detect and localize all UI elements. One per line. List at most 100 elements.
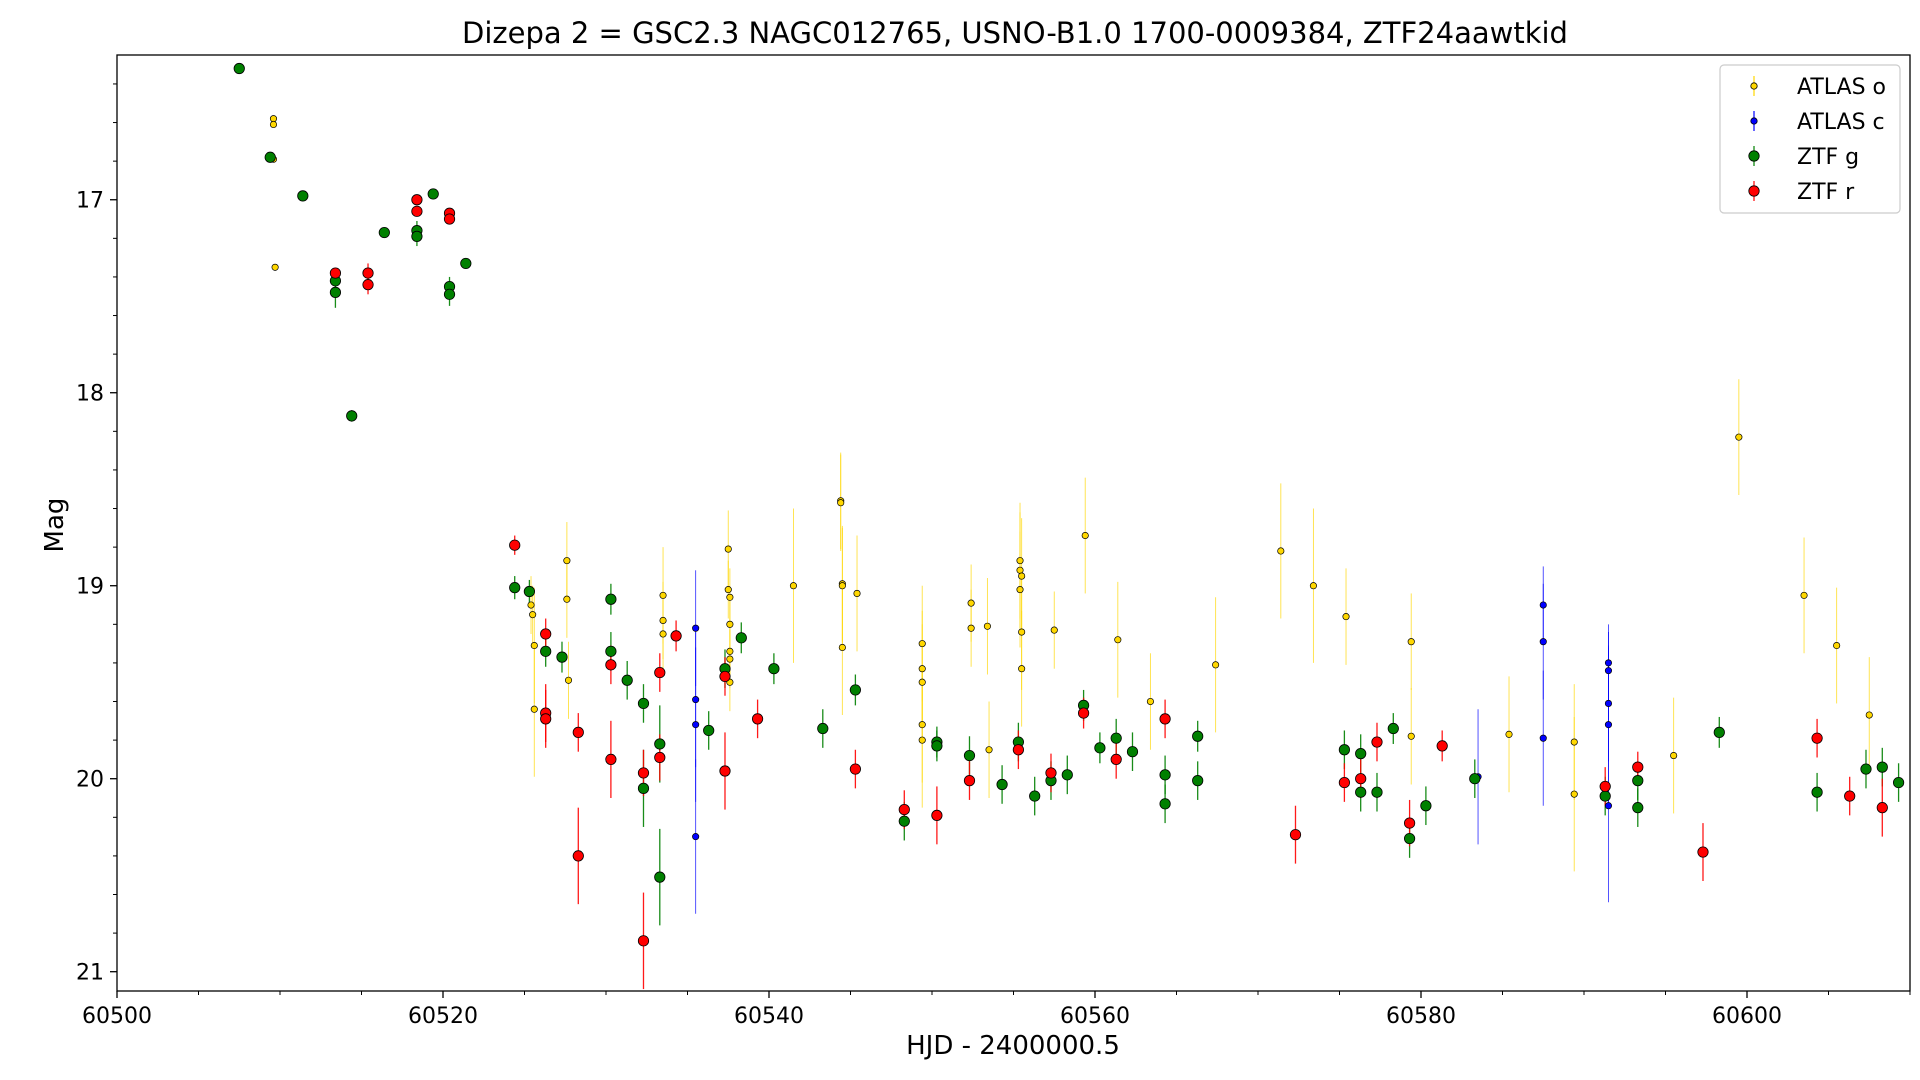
data-point bbox=[637, 935, 650, 947]
legend-marker bbox=[1750, 82, 1758, 90]
data-point bbox=[563, 557, 571, 565]
data-point bbox=[1670, 752, 1678, 760]
data-point bbox=[233, 62, 245, 75]
y-axis-ticks: 17 18 19 20 21 bbox=[76, 83, 117, 986]
data-point bbox=[1632, 802, 1644, 814]
data-point bbox=[1833, 641, 1841, 650]
data-point bbox=[443, 213, 456, 225]
data-point bbox=[751, 713, 764, 725]
data-point bbox=[1735, 433, 1743, 441]
data-point bbox=[605, 593, 617, 605]
data-points-layer bbox=[233, 62, 1905, 947]
data-point bbox=[1811, 786, 1823, 798]
data-point bbox=[670, 630, 682, 642]
data-point bbox=[1159, 798, 1171, 810]
data-point bbox=[605, 645, 617, 657]
data-point bbox=[1110, 753, 1122, 766]
data-point bbox=[1599, 790, 1611, 802]
data-point bbox=[1599, 780, 1611, 793]
data-point bbox=[1604, 721, 1613, 729]
data-point bbox=[1403, 832, 1416, 845]
data-point bbox=[329, 286, 342, 298]
data-point bbox=[637, 782, 650, 794]
data-point bbox=[659, 591, 667, 599]
data-point bbox=[1342, 613, 1350, 621]
data-point bbox=[853, 589, 861, 597]
data-point bbox=[1865, 711, 1873, 719]
data-point bbox=[1018, 628, 1026, 636]
data-point bbox=[963, 775, 976, 787]
data-point bbox=[735, 632, 747, 644]
data-point bbox=[849, 684, 861, 696]
data-point bbox=[692, 696, 700, 704]
data-point bbox=[703, 724, 715, 737]
x-tick-label: 60520 bbox=[408, 1004, 478, 1029]
data-point bbox=[269, 120, 278, 129]
data-point bbox=[1713, 726, 1725, 738]
data-point bbox=[692, 624, 700, 632]
data-point bbox=[726, 655, 734, 663]
data-point bbox=[838, 643, 846, 652]
y-tick-label: 18 bbox=[76, 382, 104, 407]
x-tick-label: 60500 bbox=[82, 1004, 152, 1029]
data-point bbox=[427, 188, 439, 200]
data-point bbox=[264, 151, 276, 163]
data-point bbox=[1371, 736, 1383, 748]
data-point bbox=[1371, 786, 1383, 798]
data-point bbox=[1018, 665, 1026, 673]
data-point bbox=[1570, 738, 1578, 746]
data-point bbox=[1570, 790, 1578, 798]
data-point bbox=[411, 194, 423, 206]
data-point bbox=[654, 871, 666, 883]
data-point bbox=[654, 751, 666, 764]
data-point bbox=[411, 205, 423, 217]
data-point bbox=[1114, 636, 1122, 644]
data-point bbox=[967, 599, 975, 607]
data-point bbox=[1407, 732, 1415, 740]
data-point bbox=[1800, 591, 1808, 599]
data-point bbox=[1012, 744, 1024, 756]
data-point bbox=[837, 499, 845, 507]
data-point bbox=[1355, 748, 1367, 760]
data-point bbox=[605, 753, 617, 766]
data-point bbox=[637, 767, 650, 779]
data-point bbox=[362, 267, 374, 279]
data-point bbox=[1061, 769, 1073, 781]
y-tick-label: 21 bbox=[76, 961, 104, 986]
data-point bbox=[838, 582, 846, 590]
data-point bbox=[817, 722, 829, 735]
data-point bbox=[996, 778, 1008, 791]
data-point bbox=[1539, 601, 1547, 609]
data-point bbox=[540, 645, 552, 657]
y-tick-label: 17 bbox=[76, 189, 104, 214]
plot-area-frame bbox=[116, 54, 1911, 992]
data-point bbox=[637, 697, 650, 710]
data-point bbox=[509, 582, 521, 594]
data-point bbox=[898, 815, 910, 827]
legend-label: ATLAS o bbox=[1797, 75, 1886, 100]
data-point bbox=[1094, 742, 1106, 754]
data-point bbox=[1081, 531, 1089, 540]
chart-title: Dizepa 2 = GSC2.3 NAGC012765, USNO-B1.0 … bbox=[462, 16, 1568, 50]
data-point bbox=[1403, 817, 1416, 829]
data-point bbox=[564, 676, 573, 684]
data-point bbox=[378, 226, 390, 239]
data-point bbox=[509, 539, 521, 551]
data-point bbox=[1277, 547, 1285, 555]
legend-box bbox=[1719, 64, 1901, 214]
data-point bbox=[411, 230, 423, 243]
data-point bbox=[898, 803, 910, 816]
data-point bbox=[1844, 790, 1856, 802]
data-point bbox=[530, 641, 538, 650]
data-point bbox=[1045, 767, 1057, 779]
data-point bbox=[346, 410, 358, 422]
data-point bbox=[719, 765, 731, 777]
data-point bbox=[726, 620, 734, 628]
data-point bbox=[556, 651, 568, 663]
data-point bbox=[1192, 730, 1204, 742]
legend-label: ZTF g bbox=[1797, 145, 1859, 170]
data-point bbox=[540, 628, 552, 640]
data-point bbox=[529, 611, 537, 619]
data-point bbox=[1077, 707, 1090, 719]
